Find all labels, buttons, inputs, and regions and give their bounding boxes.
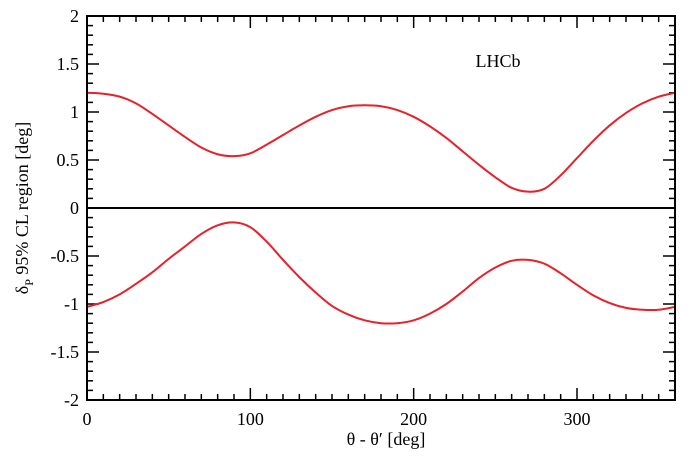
y-tick-label: -0.5 bbox=[51, 246, 80, 266]
x-tick-label: 200 bbox=[400, 409, 427, 429]
y-axis-title-text: 95% CL region [deg] bbox=[12, 122, 32, 279]
upper-cl-boundary-line bbox=[86, 91, 676, 193]
y-tick-label: -2 bbox=[64, 390, 79, 410]
plot-frame bbox=[86, 15, 676, 401]
y-axis-title: δP 95% CL region [deg] bbox=[12, 122, 36, 294]
y-tick-label: 1.5 bbox=[57, 54, 80, 74]
series-layer bbox=[86, 91, 676, 325]
lhcb-annotation: LHCb bbox=[476, 51, 521, 71]
y-tick-label: 1 bbox=[70, 102, 79, 122]
y-tick-label: -1.5 bbox=[51, 342, 80, 362]
y-axis-title-subscript: P bbox=[22, 279, 36, 286]
x-axis-title: θ - θ′ [deg] bbox=[347, 429, 426, 449]
y-tick-label: 2 bbox=[70, 6, 79, 26]
x-tick-label: 300 bbox=[564, 409, 591, 429]
ticks-layer: 0 100 200 300 -2 -1.5 -1 -0.5 0 0.5 1 1.5 2 bbox=[51, 6, 676, 429]
x-tick-label: 100 bbox=[237, 409, 264, 429]
y-tick-label: -1 bbox=[64, 294, 79, 314]
y-tick-label: 0.5 bbox=[57, 150, 80, 170]
lower-cl-boundary-line bbox=[86, 221, 676, 325]
y-tick-label: 0 bbox=[70, 198, 79, 218]
x-tick-label: 0 bbox=[83, 409, 92, 429]
y-axis-title-symbol: δ bbox=[12, 286, 32, 294]
